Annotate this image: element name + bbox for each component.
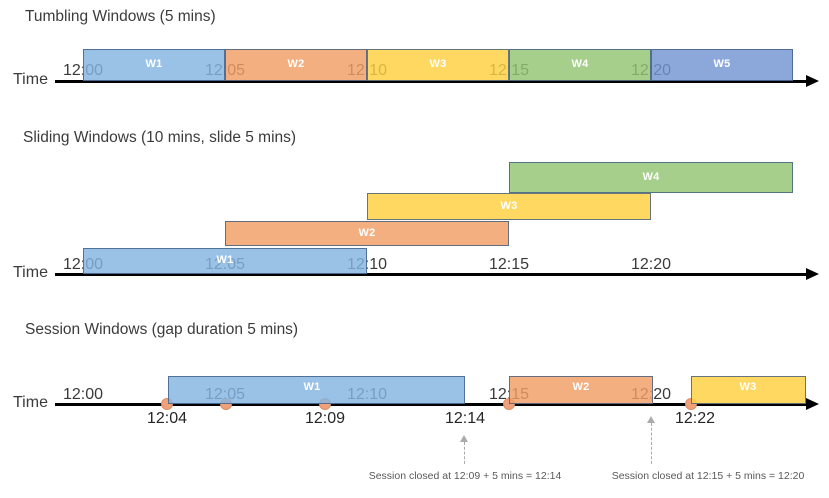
dashed-arrow-stem <box>650 423 652 464</box>
event-time-label: 12:09 <box>304 410 346 427</box>
event-time-label: 12:22 <box>674 410 716 427</box>
event-time-label: 12:04 <box>146 410 188 427</box>
axis-arrow-icon <box>806 74 819 87</box>
window-label: W2 <box>358 227 376 239</box>
window-label: W4 <box>642 171 660 183</box>
window-label: W2 <box>287 58 305 70</box>
window-label: W3 <box>429 58 447 70</box>
tick-label: 12:15 <box>488 256 530 273</box>
tumbling-window-w3 <box>367 49 509 81</box>
window-label: W3 <box>500 200 518 212</box>
session-axis-label: Time <box>13 394 48 411</box>
sliding-window-w3 <box>367 193 651 220</box>
session-window-w2 <box>509 376 653 404</box>
sliding-axis-label: Time <box>13 264 48 281</box>
window-label: W5 <box>713 58 731 70</box>
sliding-window-w4 <box>509 162 793 193</box>
session-closed-annotation: Session closed at 12:15 + 5 mins = 12:20 <box>611 470 805 482</box>
session-window-w1 <box>168 376 465 404</box>
window-label: W2 <box>572 381 590 393</box>
dashed-up-arrow-icon <box>460 435 468 442</box>
tumbling-axis-label: Time <box>13 71 48 88</box>
window-label: W4 <box>571 58 589 70</box>
session-window-w3 <box>691 376 806 404</box>
sliding-window-w2 <box>225 221 509 246</box>
axis-arrow-icon <box>806 397 819 410</box>
event-time-label: 12:14 <box>444 410 486 427</box>
tick-label: 12:20 <box>630 256 672 273</box>
window-label: W3 <box>739 381 757 393</box>
session-time-axis <box>55 403 808 406</box>
axis-arrow-icon <box>806 267 819 280</box>
window-label: W1 <box>145 58 163 70</box>
tumbling-window-w2 <box>225 49 367 81</box>
window-label: W1 <box>216 254 234 266</box>
window-label: W1 <box>303 381 321 393</box>
sliding-section-title: Sliding Windows (10 mins, slide 5 mins) <box>23 129 297 146</box>
dashed-up-arrow-icon <box>647 416 655 423</box>
session-section-title: Session Windows (gap duration 5 mins) <box>25 321 299 338</box>
tumbling-time-axis <box>55 80 808 83</box>
sliding-time-axis <box>55 273 808 276</box>
session-closed-annotation: Session closed at 12:09 + 5 mins = 12:14 <box>368 470 562 482</box>
tumbling-window-w1 <box>83 49 225 81</box>
sliding-window-w1 <box>83 248 367 274</box>
tick-label: 12:00 <box>62 386 104 403</box>
tumbling-section-title: Tumbling Windows (5 mins) <box>25 8 216 25</box>
tumbling-window-w4 <box>509 49 651 81</box>
dashed-arrow-stem <box>463 442 465 464</box>
tumbling-window-w5 <box>651 49 793 81</box>
